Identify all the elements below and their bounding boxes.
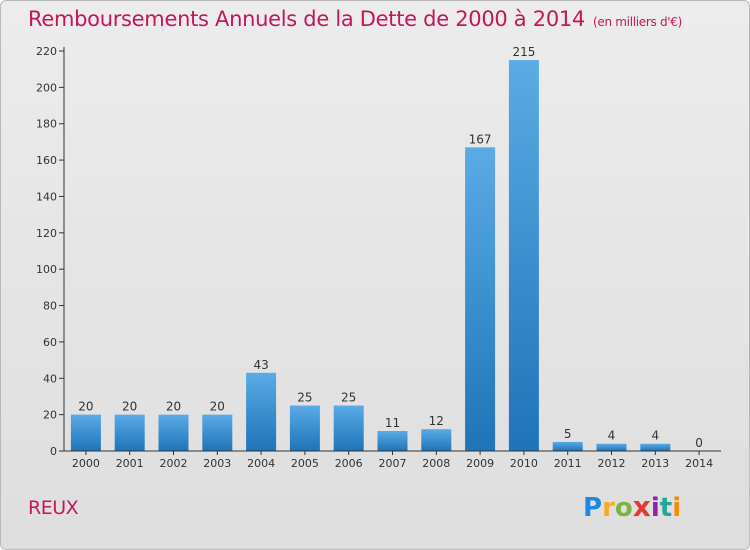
bar [289,405,320,451]
y-tick-label: 60 [43,336,57,349]
x-tick-label: 2002 [160,457,188,470]
bar-value-label: 5 [564,427,572,441]
x-tick-label: 2014 [685,457,713,470]
bar-value-label: 12 [429,414,444,428]
bar [70,414,101,451]
chart-title-text: Remboursements Annuels de la Dette de 20… [28,7,585,31]
y-tick-label: 100 [36,263,57,276]
bar-value-label: 20 [78,400,93,414]
x-tick-label: 2006 [335,457,363,470]
x-tick-label: 2004 [247,457,275,470]
y-tick-label: 0 [50,445,57,458]
y-tick-label: 160 [36,154,57,167]
x-tick-label: 2010 [510,457,538,470]
bar-value-label: 43 [253,358,268,372]
place-name: REUX [28,497,79,519]
bar [246,372,277,451]
bar-value-label: 4 [608,429,616,443]
bar [421,429,452,451]
bar-value-label: 20 [122,400,137,414]
bar-value-label: 11 [385,416,400,430]
y-tick-label: 80 [43,300,57,313]
y-tick-label: 140 [36,190,57,203]
bar-value-label: 20 [210,400,225,414]
x-tick-label: 2007 [379,457,407,470]
x-tick-label: 2008 [422,457,450,470]
x-tick-label: 2013 [641,457,669,470]
bar [552,441,583,451]
x-tick-label: 2003 [203,457,231,470]
bar [465,147,496,451]
bar [640,443,671,451]
x-tick-label: 2005 [291,457,319,470]
bar [114,414,145,451]
bar-value-label: 167 [469,132,492,146]
proxiti-logo: Proxiti [583,490,682,523]
y-tick-label: 120 [36,227,57,240]
chart-title: Remboursements Annuels de la Dette de 20… [28,7,682,31]
bar-value-label: 25 [297,391,312,405]
chart-subtitle: (en milliers d'€) [593,15,683,29]
bar-value-label: 0 [695,436,703,450]
y-tick-label: 20 [43,409,57,422]
y-tick-label: 200 [36,81,57,94]
x-tick-label: 2012 [598,457,626,470]
bar [596,443,627,451]
bar [158,414,189,451]
y-tick-label: 180 [36,118,57,131]
bar [202,414,233,451]
y-tick-label: 220 [36,45,57,58]
bar-value-label: 20 [166,400,181,414]
bar-value-label: 4 [651,429,659,443]
bar-value-label: 215 [512,45,535,59]
x-tick-label: 2011 [554,457,582,470]
x-tick-label: 2000 [72,457,100,470]
x-tick-label: 2001 [116,457,144,470]
bar [333,405,364,451]
bar-value-label: 25 [341,391,356,405]
x-tick-label: 2009 [466,457,494,470]
bar [377,431,408,451]
bar [508,60,539,451]
y-tick-label: 40 [43,372,57,385]
